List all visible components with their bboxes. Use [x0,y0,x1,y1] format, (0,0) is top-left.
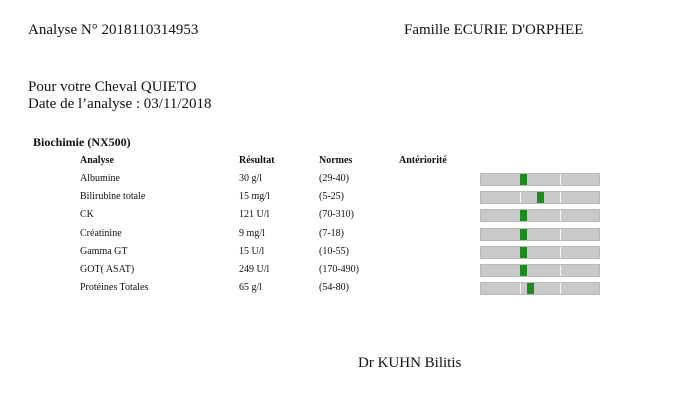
row-analyte-name: Protéines Totales [80,282,149,293]
gauge-divider [560,283,561,294]
column-header-result: Résultat [239,155,275,166]
row-result-value: 9 mg/l [239,228,265,239]
gauge-divider [560,174,561,185]
analysis-number: Analyse N° 2018110314953 [28,22,199,38]
range-gauge [480,246,600,259]
gauge-divider [560,265,561,276]
row-normal-range: (54-80) [319,282,349,293]
gauge-marker [537,192,544,203]
gauge-divider [520,283,521,294]
row-result-value: 30 g/l [239,173,263,184]
row-normal-range: (7-18) [319,228,344,239]
row-analyte-name: Albumine [80,173,120,184]
row-normal-range: (5-25) [319,191,344,202]
range-gauge [480,264,600,277]
column-header-normes: Normes [319,155,353,166]
gauge-marker [520,247,527,258]
range-gauge [480,191,600,204]
horse-name-line: Pour votre Cheval QUIETO [28,79,197,95]
gauge-marker [520,265,527,276]
row-analyte-name: GOT( ASAT) [80,264,135,275]
gauge-divider [560,192,561,203]
gauge-divider [520,192,521,203]
row-analyte-name: Bilirubine totale [80,191,146,202]
gauge-marker [527,283,534,294]
row-result-value: 15 U/l [239,246,265,257]
section-title: Biochimie (NX500) [33,135,131,149]
row-result-value: 65 g/l [239,282,263,293]
gauge-marker [520,174,527,185]
row-analyte-name: Créatinine [80,228,122,239]
analysis-date-line: Date de l’analyse : 03/11/2018 [28,96,212,112]
row-normal-range: (29-40) [319,173,349,184]
range-gauge [480,282,600,295]
row-normal-range: (70-310) [319,209,354,220]
column-header-anteriority: Antériorité [399,155,447,166]
range-gauge [480,209,600,222]
range-gauge [480,173,600,186]
row-result-value: 15 mg/l [239,191,270,202]
family-name: Famille ECURIE D'ORPHEE [404,22,584,38]
row-result-value: 249 U/l [239,264,270,275]
row-normal-range: (170-490) [319,264,359,275]
gauge-marker [520,229,527,240]
row-normal-range: (10-55) [319,246,349,257]
row-analyte-name: CK [80,209,94,220]
row-result-value: 121 U/l [239,209,270,220]
gauge-divider [560,229,561,240]
row-analyte-name: Gamma GT [80,246,128,257]
gauge-marker [520,210,527,221]
gauge-divider [560,210,561,221]
gauge-divider [560,247,561,258]
range-gauge [480,228,600,241]
column-header-analyse: Analyse [80,155,114,166]
doctor-signature-name: Dr KUHN Bilitis [358,355,462,371]
